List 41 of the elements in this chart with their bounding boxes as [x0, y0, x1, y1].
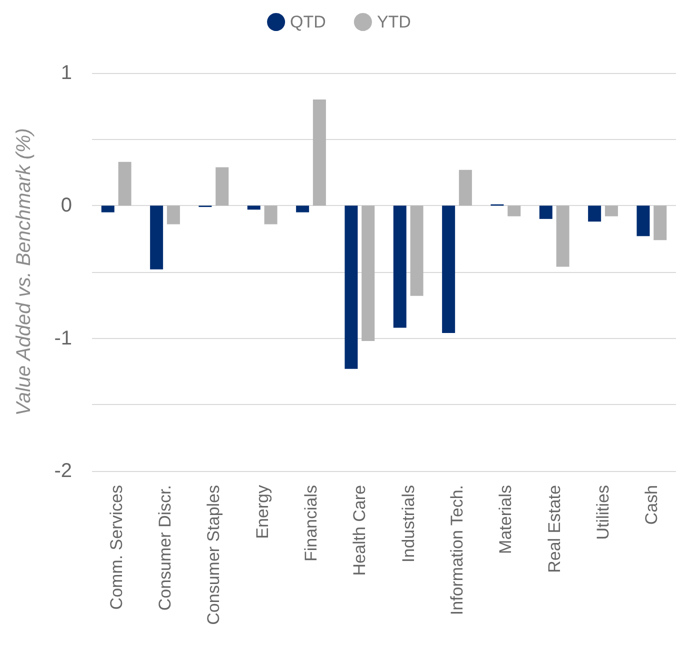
- bar: [312, 100, 326, 206]
- y-axis-title: Value Added vs. Benchmark (%): [13, 128, 35, 416]
- x-tick-label: Comm. Services: [106, 485, 126, 610]
- bar: [247, 206, 260, 210]
- x-tick-label: Energy: [252, 484, 272, 539]
- bar: [362, 206, 375, 341]
- x-tick-label: Consumer Discr.: [156, 485, 174, 611]
- bar: [539, 206, 552, 219]
- bar: [442, 206, 456, 334]
- legend-label: QTD: [290, 12, 326, 32]
- x-tick-label: Financials: [302, 485, 320, 562]
- x-tick-label: Real Estate: [544, 485, 564, 573]
- bar: [264, 206, 278, 224]
- x-tick-label: Cash: [642, 485, 662, 525]
- bar: [636, 206, 650, 236]
- x-tick-label: Materials: [496, 485, 516, 554]
- x-tick-label: Health Care: [350, 485, 370, 576]
- bar: [588, 206, 602, 222]
- x-tick-label: Consumer Staples: [204, 485, 224, 625]
- bar: [604, 206, 618, 216]
- bar: [101, 206, 114, 212]
- bar: [166, 206, 180, 224]
- x-tick-label: Utilities: [594, 485, 612, 540]
- bar: [556, 206, 570, 267]
- bar: [118, 162, 132, 206]
- y-tick-label: 0: [60, 194, 72, 217]
- x-tick-label: Industrials: [398, 485, 418, 562]
- bar: [216, 167, 229, 206]
- bar: [296, 206, 310, 212]
- bar: [393, 206, 406, 328]
- bar: [508, 206, 521, 216]
- y-tick-label: 1: [60, 62, 72, 84]
- y-tick-label: -1: [54, 327, 72, 350]
- bar: [410, 206, 424, 296]
- y-tick-label: -2: [54, 460, 72, 482]
- bar: [654, 206, 667, 240]
- bar: [344, 206, 358, 369]
- legend-label: YTD: [376, 12, 411, 32]
- bar: [150, 206, 164, 270]
- bar: [458, 170, 472, 206]
- x-tick-label: Information Tech.: [448, 485, 466, 616]
